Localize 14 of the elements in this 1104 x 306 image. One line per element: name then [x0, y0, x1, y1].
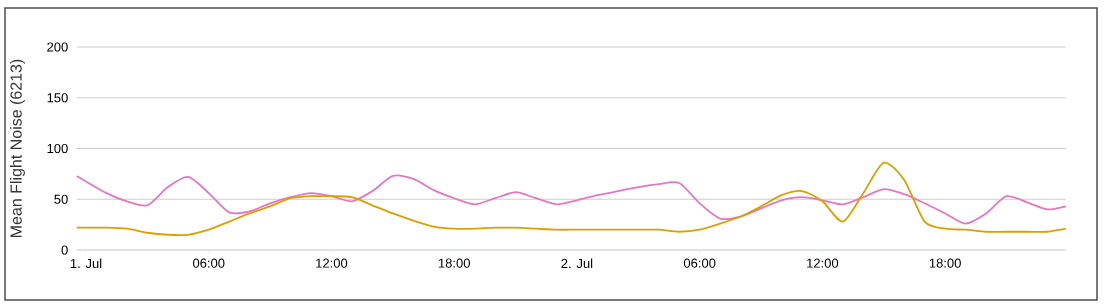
x-tick-label: 06:00: [683, 258, 716, 268]
y-tick-label: 100: [47, 143, 68, 154]
x-tick-label: 06:00: [192, 258, 225, 268]
y-tick-label: 0: [61, 245, 68, 255]
y-axis-title: Mean Flight Noise (6213): [10, 59, 25, 238]
y-tick-label: 200: [47, 42, 68, 52]
y-tick-label: 150: [47, 93, 68, 103]
y-tick-label: 50: [54, 194, 68, 204]
x-tick-label: 1. Jul: [70, 258, 102, 269]
x-tick-label: 12:00: [807, 258, 839, 268]
x-tick-label: 12:00: [316, 258, 348, 268]
x-tick-label: 18:00: [929, 258, 961, 268]
x-tick-label: 18:00: [438, 258, 470, 268]
x-tick-label: 2. Jul: [561, 258, 593, 269]
